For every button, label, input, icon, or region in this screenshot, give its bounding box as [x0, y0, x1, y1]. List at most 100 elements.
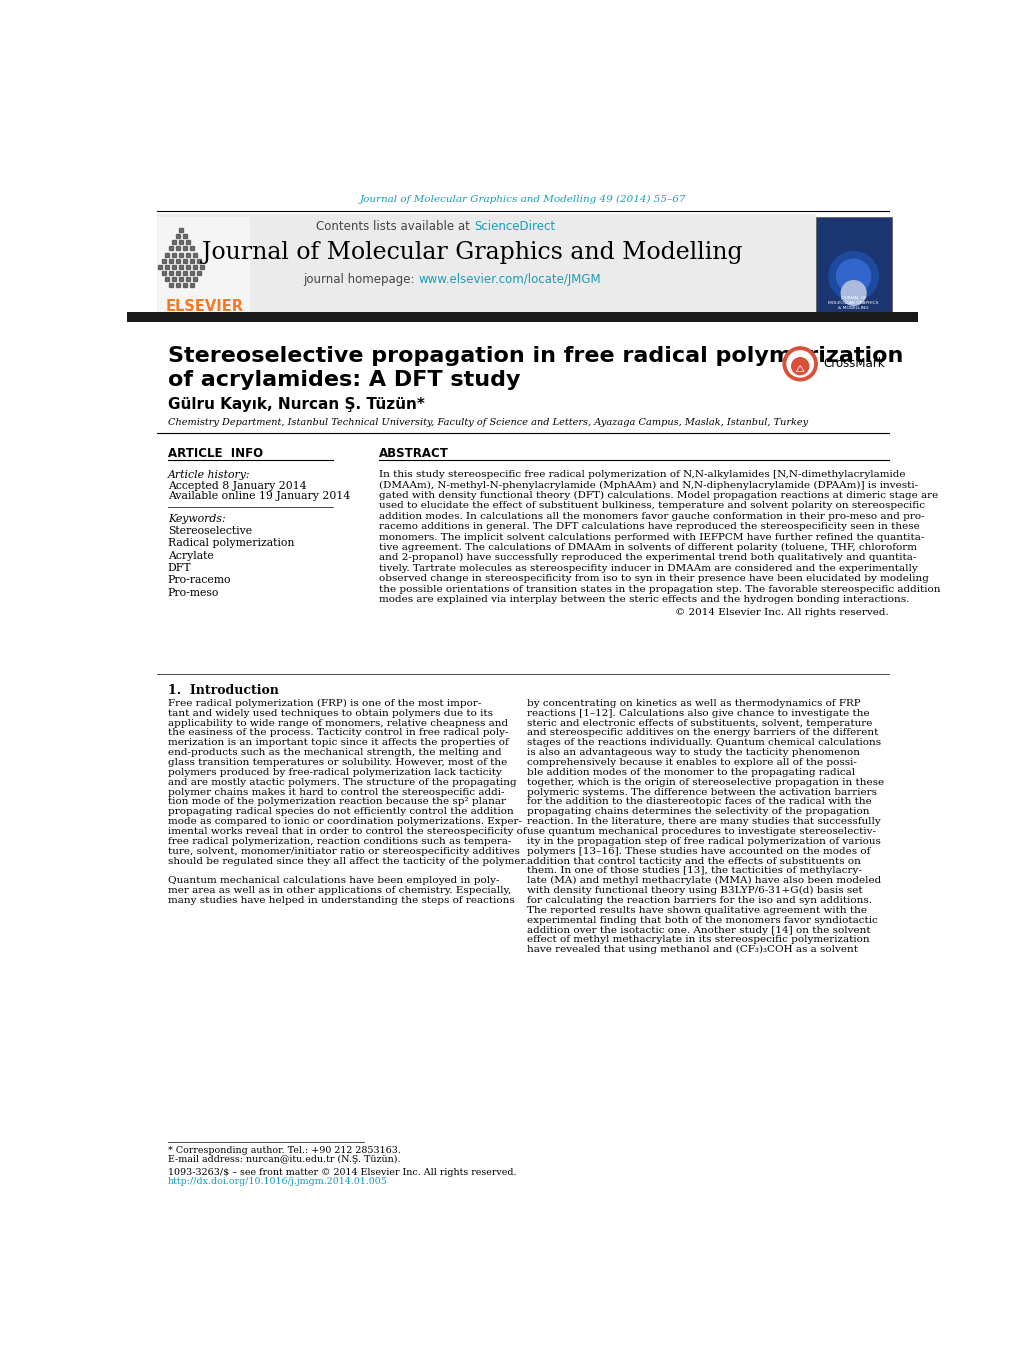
- Text: polymers produced by free-radical polymerization lack tacticity: polymers produced by free-radical polyme…: [168, 767, 501, 777]
- Text: Chemistry Department, Istanbul Technical University, Faculty of Science and Lett: Chemistry Department, Istanbul Technical…: [168, 417, 807, 427]
- Text: for the addition to the diastereotopic faces of the radical with the: for the addition to the diastereotopic f…: [526, 797, 870, 807]
- Text: the easiness of the process. Tacticity control in free radical poly-: the easiness of the process. Tacticity c…: [168, 728, 507, 738]
- Text: Available online 19 January 2014: Available online 19 January 2014: [168, 492, 350, 501]
- Text: Acrylate: Acrylate: [168, 551, 213, 561]
- Text: addition modes. In calculations all the monomers favor gauche conformation in th: addition modes. In calculations all the …: [379, 512, 924, 521]
- Text: for calculating the reaction barriers for the iso and syn additions.: for calculating the reaction barriers fo…: [526, 896, 871, 905]
- Text: by concentrating on kinetics as well as thermodynamics of FRP: by concentrating on kinetics as well as …: [526, 698, 859, 708]
- Text: Stereoselective propagation in free radical polymerization: Stereoselective propagation in free radi…: [168, 346, 902, 366]
- Text: tion mode of the polymerization reaction because the sp² planar: tion mode of the polymerization reaction…: [168, 797, 505, 807]
- Text: ELSEVIER: ELSEVIER: [165, 300, 243, 315]
- Text: steric and electronic effects of substituents, solvent, temperature: steric and electronic effects of substit…: [526, 719, 871, 728]
- Circle shape: [787, 351, 812, 377]
- Text: journal homepage:: journal homepage:: [303, 273, 418, 286]
- Text: tively. Tartrate molecules as stereospecifity inducer in DMAAm are considered an: tively. Tartrate molecules as stereospec…: [379, 563, 917, 573]
- Text: mode as compared to ionic or coordination polymerizations. Exper-: mode as compared to ionic or coordinatio…: [168, 817, 522, 827]
- Text: ity in the propagation step of free radical polymerization of various: ity in the propagation step of free radi…: [526, 836, 879, 846]
- Text: experimental finding that both of the monomers favor syndiotactic: experimental finding that both of the mo…: [526, 916, 876, 925]
- Text: ScienceDirect: ScienceDirect: [474, 219, 554, 232]
- Text: http://dx.doi.org/10.1016/j.jmgm.2014.01.005: http://dx.doi.org/10.1016/j.jmgm.2014.01…: [168, 1177, 387, 1186]
- Bar: [157, 215, 815, 316]
- Text: them. In one of those studies [13], the tacticities of methylacry-: them. In one of those studies [13], the …: [526, 866, 861, 875]
- Text: Pro-racemo: Pro-racemo: [168, 576, 231, 585]
- Text: late (MA) and methyl methacrylate (MMA) have also been modeled: late (MA) and methyl methacrylate (MMA) …: [526, 877, 880, 885]
- Text: * Corresponding author. Tel.: +90 212 2853163.: * Corresponding author. Tel.: +90 212 28…: [168, 1146, 400, 1155]
- Text: and are mostly atactic polymers. The structure of the propagating: and are mostly atactic polymers. The str…: [168, 778, 516, 786]
- Text: addition over the isotactic one. Another study [14] on the solvent: addition over the isotactic one. Another…: [526, 925, 869, 935]
- Text: polymeric systems. The difference between the activation barriers: polymeric systems. The difference betwee…: [526, 788, 875, 797]
- Circle shape: [791, 358, 808, 374]
- Circle shape: [828, 251, 877, 301]
- Text: with density functional theory using B3LYP/6-31+G(d) basis set: with density functional theory using B3L…: [526, 886, 861, 896]
- Text: JOURNAL OF
MOLECULAR GRAPHICS
& MODELLING: JOURNAL OF MOLECULAR GRAPHICS & MODELLIN…: [827, 296, 878, 309]
- Text: 1.  Introduction: 1. Introduction: [168, 684, 278, 697]
- Text: modes are explained via interplay between the steric effects and the hydrogen bo: modes are explained via interplay betwee…: [379, 594, 909, 604]
- Text: glass transition temperatures or solubility. However, most of the: glass transition temperatures or solubil…: [168, 758, 506, 767]
- Text: Free radical polymerization (FRP) is one of the most impor-: Free radical polymerization (FRP) is one…: [168, 698, 481, 708]
- Text: polymer chains makes it hard to control the stereospecific addi-: polymer chains makes it hard to control …: [168, 788, 503, 797]
- Text: stages of the reactions individually. Quantum chemical calculations: stages of the reactions individually. Qu…: [526, 739, 879, 747]
- Text: together, which is the origin of stereoselective propagation in these: together, which is the origin of stereos…: [526, 778, 882, 786]
- Circle shape: [841, 281, 865, 305]
- Circle shape: [836, 259, 870, 293]
- Text: Journal of Molecular Graphics and Modelling 49 (2014) 55–67: Journal of Molecular Graphics and Modell…: [359, 195, 686, 204]
- Text: use quantum mechanical procedures to investigate stereoselectiv-: use quantum mechanical procedures to inv…: [526, 827, 874, 836]
- Text: Keywords:: Keywords:: [168, 515, 225, 524]
- Text: polymers [13–16]. These studies have accounted on the modes of: polymers [13–16]. These studies have acc…: [526, 847, 869, 855]
- Text: © 2014 Elsevier Inc. All rights reserved.: © 2014 Elsevier Inc. All rights reserved…: [675, 608, 888, 617]
- Text: CrossMark: CrossMark: [822, 357, 884, 370]
- Text: gated with density functional theory (DFT) calculations. Model propagation react: gated with density functional theory (DF…: [379, 490, 937, 500]
- Text: In this study stereospecific free radical polymerization of N,N-alkylamides [N,N: In this study stereospecific free radica…: [379, 470, 905, 480]
- Text: 1093-3263/$ – see front matter © 2014 Elsevier Inc. All rights reserved.: 1093-3263/$ – see front matter © 2014 El…: [168, 1167, 516, 1177]
- Text: Article history:: Article history:: [168, 470, 250, 480]
- Text: DFT: DFT: [168, 563, 192, 573]
- Text: comprehensively because it enables to explore all of the possi-: comprehensively because it enables to ex…: [526, 758, 856, 767]
- Text: tant and widely used techniques to obtain polymers due to its: tant and widely used techniques to obtai…: [168, 709, 492, 717]
- Text: ble addition modes of the monomer to the propagating radical: ble addition modes of the monomer to the…: [526, 767, 854, 777]
- Text: Journal of Molecular Graphics and Modelling: Journal of Molecular Graphics and Modell…: [202, 242, 742, 265]
- Text: merization is an important topic since it affects the properties of: merization is an important topic since i…: [168, 739, 508, 747]
- Text: propagating chains determines the selectivity of the propagation: propagating chains determines the select…: [526, 808, 868, 816]
- Text: addition that control tacticity and the effects of substituents on: addition that control tacticity and the …: [526, 857, 860, 866]
- Text: Contents lists available at: Contents lists available at: [316, 219, 474, 232]
- Text: (DMAAm), N-methyl-N-phenylacrylamide (MphAAm) and N,N-diphenylacrylamide (DPAAm): (DMAAm), N-methyl-N-phenylacrylamide (Mp…: [379, 481, 917, 489]
- Text: The reported results have shown qualitative agreement with the: The reported results have shown qualitat…: [526, 907, 866, 915]
- Text: applicability to wide range of monomers, relative cheapness and: applicability to wide range of monomers,…: [168, 719, 507, 728]
- Text: end-products such as the mechanical strength, the melting and: end-products such as the mechanical stre…: [168, 748, 501, 757]
- Text: Radical polymerization: Radical polymerization: [168, 538, 293, 549]
- Text: reactions [1–12]. Calculations also give chance to investigate the: reactions [1–12]. Calculations also give…: [526, 709, 868, 717]
- Text: E-mail address: nurcan@itu.edu.tr (N.Ş. Tüzün).: E-mail address: nurcan@itu.edu.tr (N.Ş. …: [168, 1155, 399, 1163]
- Text: and stereospecific additives on the energy barriers of the different: and stereospecific additives on the ener…: [526, 728, 877, 738]
- Text: the possible orientations of transition states in the propagation step. The favo: the possible orientations of transition …: [379, 585, 940, 593]
- Text: reaction. In the literature, there are many studies that successfully: reaction. In the literature, there are m…: [526, 817, 879, 827]
- Text: tive agreement. The calculations of DMAAm in solvents of different polarity (tol: tive agreement. The calculations of DMAA…: [379, 543, 916, 553]
- Text: free radical polymerization, reaction conditions such as tempera-: free radical polymerization, reaction co…: [168, 836, 511, 846]
- Text: Pro-meso: Pro-meso: [168, 588, 219, 597]
- Circle shape: [783, 347, 816, 381]
- Text: ture, solvent, monomer/initiator ratio or stereospecificity additives: ture, solvent, monomer/initiator ratio o…: [168, 847, 519, 855]
- Bar: [127, 312, 917, 322]
- Text: many studies have helped in understanding the steps of reactions: many studies have helped in understandin…: [168, 896, 514, 905]
- Text: observed change in stereospecificity from iso to syn in their presence have been: observed change in stereospecificity fro…: [379, 574, 928, 584]
- Text: have revealed that using methanol and (CF₃)₃COH as a solvent: have revealed that using methanol and (C…: [526, 946, 857, 954]
- Text: effect of methyl methacrylate in its stereospecific polymerization: effect of methyl methacrylate in its ste…: [526, 935, 868, 944]
- Text: used to elucidate the effect of substituent bulkiness, temperature and solvent p: used to elucidate the effect of substitu…: [379, 501, 924, 511]
- Text: monomers. The implicit solvent calculations performed with IEFPCM have further r: monomers. The implicit solvent calculati…: [379, 532, 924, 542]
- Text: mer area as well as in other applications of chemistry. Especially,: mer area as well as in other application…: [168, 886, 511, 896]
- Text: imental works reveal that in order to control the stereospecificity of: imental works reveal that in order to co…: [168, 827, 526, 836]
- Text: is also an advantageous way to study the tacticity phenomenon: is also an advantageous way to study the…: [526, 748, 859, 757]
- Text: Accepted 8 January 2014: Accepted 8 January 2014: [168, 481, 306, 490]
- Text: ABSTRACT: ABSTRACT: [379, 447, 448, 459]
- Text: racemo additions in general. The DFT calculations have reproduced the stereospec: racemo additions in general. The DFT cal…: [379, 523, 919, 531]
- Text: ARTICLE  INFO: ARTICLE INFO: [168, 447, 263, 459]
- Text: Quantum mechanical calculations have been employed in poly-: Quantum mechanical calculations have bee…: [168, 877, 499, 885]
- Text: Gülru Kayık, Nurcan Ş. Tüzün*: Gülru Kayık, Nurcan Ş. Tüzün*: [168, 397, 424, 412]
- Bar: [815, 216, 891, 315]
- Text: propagating radical species do not efficiently control the addition: propagating radical species do not effic…: [168, 808, 513, 816]
- Text: should be regulated since they all affect the tacticity of the polymer.: should be regulated since they all affec…: [168, 857, 527, 866]
- Text: www.elsevier.com/locate/JMGM: www.elsevier.com/locate/JMGM: [418, 273, 600, 286]
- Text: and 2-propanol) have successfully reproduced the experimental trend both qualita: and 2-propanol) have successfully reprod…: [379, 554, 916, 562]
- Text: Stereoselective: Stereoselective: [168, 526, 252, 536]
- Bar: [158, 216, 250, 315]
- Text: of acrylamides: A DFT study: of acrylamides: A DFT study: [168, 370, 520, 390]
